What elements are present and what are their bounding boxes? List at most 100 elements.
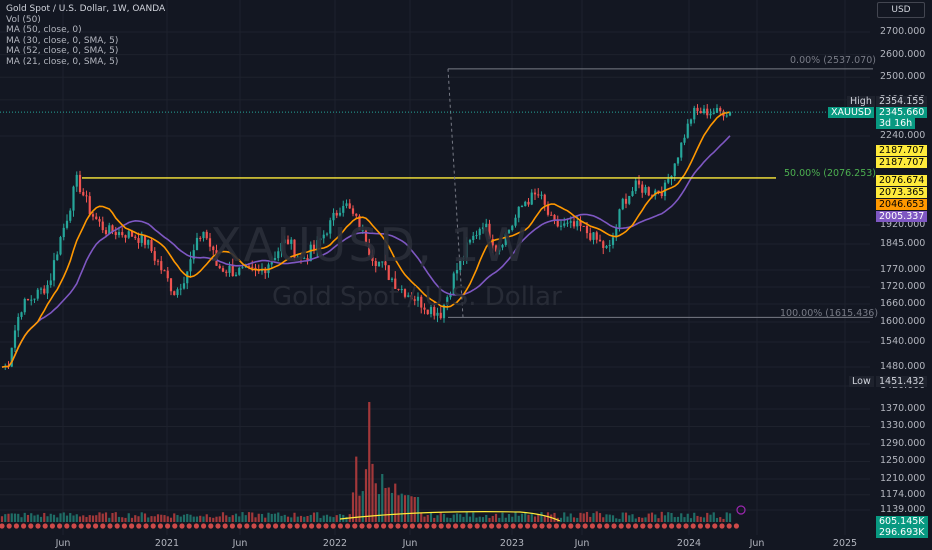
candle-body — [394, 278, 397, 289]
event-marker — [251, 523, 257, 529]
event-marker — [129, 523, 135, 529]
volume-bar — [485, 514, 488, 522]
candle-body — [26, 298, 30, 301]
event-marker — [633, 523, 639, 529]
candle-body — [312, 244, 316, 251]
candle-body — [465, 242, 468, 259]
volume-bar — [537, 514, 540, 522]
volume-bar — [660, 511, 663, 522]
candle-body — [309, 244, 312, 262]
volume-bar — [46, 516, 49, 522]
candle-body — [517, 206, 520, 218]
event-marker — [193, 523, 199, 529]
y-tick-label: 1290.000 — [880, 437, 926, 449]
legend-ma1[interactable]: MA (50, close, 0) — [6, 25, 82, 35]
volume-bar — [98, 512, 101, 522]
volume-bar — [114, 512, 117, 522]
candle-body — [283, 239, 286, 244]
event-marker — [489, 523, 495, 529]
candle-body — [693, 107, 696, 120]
volume-bar — [423, 516, 426, 522]
candle-body — [706, 108, 709, 116]
volume-bar — [637, 517, 641, 522]
volume-bar — [56, 517, 59, 522]
candle-body — [569, 221, 572, 223]
volume-bar — [611, 515, 615, 522]
volume-bar — [361, 491, 364, 522]
volume-bar — [134, 515, 137, 522]
bar-countdown: 3d 16h — [876, 118, 916, 129]
indicator-lines — [1, 111, 731, 368]
legend-ma2[interactable]: MA (30, close, 0, SMA, 5) — [6, 35, 119, 46]
x-tick-label: Jun — [55, 538, 71, 549]
volume-bar — [137, 516, 140, 522]
legend-ma3[interactable]: MA (52, close, 0, SMA, 5) — [6, 46, 119, 56]
volume-bar — [592, 513, 595, 522]
candle-body — [592, 232, 595, 240]
volume-bar — [429, 512, 433, 522]
candle-body — [150, 240, 153, 252]
candle-body — [205, 231, 208, 239]
candle-body — [680, 142, 683, 158]
candle-body — [498, 247, 501, 252]
candle-body — [472, 235, 475, 240]
event-marker — [503, 523, 509, 529]
legend-title[interactable]: Gold Spot / U.S. Dollar, 1W, OANDA — [6, 4, 166, 14]
volume-bar — [715, 517, 719, 522]
volume-bar — [702, 517, 706, 522]
event-marker — [28, 523, 34, 529]
candle-body — [238, 267, 241, 275]
candle-body — [17, 316, 20, 331]
volume-bar — [124, 517, 127, 522]
event-marker — [625, 523, 632, 529]
candle-body — [683, 137, 686, 143]
volume-bar — [65, 515, 69, 522]
candle-body — [221, 268, 225, 272]
candle-body — [598, 239, 602, 242]
event-marker — [712, 523, 718, 529]
candle-body — [416, 296, 420, 301]
event-marker — [690, 523, 696, 529]
volume-bar — [286, 516, 290, 522]
volume-bar — [413, 497, 416, 522]
volume-bar — [280, 515, 283, 522]
volume-bar — [465, 512, 468, 522]
volume-bar — [231, 515, 234, 522]
volume-bar — [628, 515, 631, 522]
volume-bar — [699, 516, 702, 522]
volume-bar — [78, 516, 82, 522]
legend-ma4[interactable]: MA (21, close, 0, SMA, 5) — [6, 56, 119, 67]
volume-bar — [156, 514, 160, 522]
candle-body — [303, 258, 306, 260]
volume-bar — [520, 513, 524, 522]
candle-body — [98, 219, 101, 222]
candle-body — [368, 244, 371, 256]
event-marker — [359, 523, 365, 529]
candle-body — [439, 312, 442, 319]
volume-bar — [358, 495, 361, 522]
volume-bar — [595, 511, 598, 522]
candle-body — [36, 289, 39, 299]
candle-body — [228, 265, 231, 273]
volume-bar — [186, 513, 189, 522]
legend-vol[interactable]: Vol (50) — [6, 14, 41, 25]
candle-body — [397, 288, 400, 290]
y-tick-label: 1480.000 — [880, 361, 926, 372]
y-tick-label: 1139.000 — [880, 504, 926, 515]
volume-bar — [446, 517, 449, 522]
candle-body — [621, 198, 624, 210]
event-marker — [136, 523, 142, 529]
event-marker — [265, 523, 271, 529]
event-marker — [215, 523, 221, 529]
volume-bar — [598, 513, 602, 522]
event-marker — [568, 523, 574, 529]
currency-button[interactable]: USD — [877, 2, 925, 18]
volume-bar — [543, 515, 546, 522]
candle-body — [390, 278, 394, 280]
candle-body — [62, 227, 65, 238]
high-label: High — [847, 96, 875, 107]
volume-bar — [111, 513, 114, 522]
volume-bar — [504, 517, 507, 522]
candle-body — [384, 261, 387, 266]
